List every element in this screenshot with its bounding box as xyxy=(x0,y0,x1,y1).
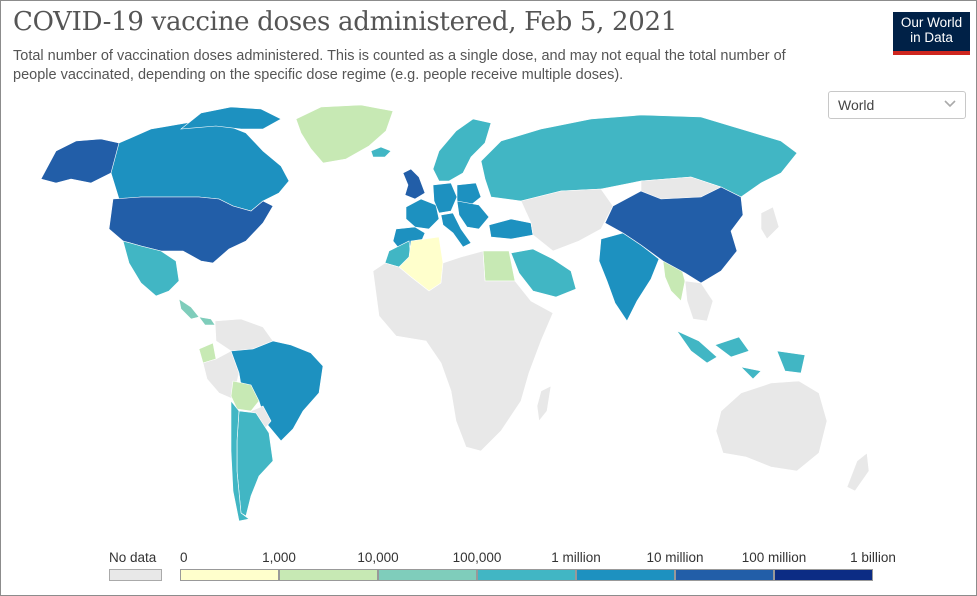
country-central-asia-no-data[interactable] xyxy=(520,188,614,252)
country-chile[interactable] xyxy=(230,400,250,522)
legend-tick-label: 100,000 xyxy=(452,550,502,565)
legend-tick-label: 1,000 xyxy=(262,550,296,565)
country-africa-no-data[interactable] xyxy=(372,250,554,452)
country-canada-arctic[interactable] xyxy=(180,106,282,130)
country-poland[interactable] xyxy=(456,182,482,206)
country-france[interactable] xyxy=(405,198,440,230)
country-new-zealand[interactable] xyxy=(846,452,870,492)
country-australia[interactable] xyxy=(715,380,828,472)
country-mexico[interactable] xyxy=(122,240,180,297)
country-greenland[interactable] xyxy=(295,104,394,164)
chevron-down-icon xyxy=(944,100,956,108)
logo-accent-bar xyxy=(893,51,970,55)
country-turkey[interactable] xyxy=(488,218,534,240)
country-central-europe[interactable] xyxy=(456,200,490,230)
legend-tick-label: 10,000 xyxy=(357,550,399,565)
country-saudi-arabia[interactable] xyxy=(510,248,577,298)
legend-color-bin[interactable] xyxy=(774,569,873,581)
legend-no-data-label: No data xyxy=(109,550,157,565)
chart-subtitle: Total number of vaccination doses admini… xyxy=(13,48,786,83)
country-scandinavia[interactable] xyxy=(432,118,492,182)
country-indonesia[interactable] xyxy=(676,330,806,380)
country-italy[interactable] xyxy=(440,212,472,248)
country-argentina[interactable] xyxy=(236,410,274,517)
owid-logo[interactable]: Our World in Data xyxy=(893,12,970,55)
region-select-value: World xyxy=(838,97,875,113)
country-southeast-asia[interactable] xyxy=(684,280,714,322)
legend-tick-label: 1 billion xyxy=(850,550,896,565)
legend-color-bin[interactable] xyxy=(675,569,774,581)
logo-line-2: in Data xyxy=(910,30,953,45)
legend-color-bin[interactable] xyxy=(477,569,576,581)
legend-tick-label: 0 xyxy=(180,550,188,565)
country-germany[interactable] xyxy=(432,182,458,214)
legend-color-bin[interactable] xyxy=(378,569,477,581)
country-russia[interactable] xyxy=(480,114,798,202)
chart-title: COVID-19 vaccine doses administered, Feb… xyxy=(13,7,678,37)
country-panama[interactable] xyxy=(198,316,216,326)
legend-color-bin[interactable] xyxy=(576,569,675,581)
region-select[interactable]: World xyxy=(828,91,966,119)
legend-tick-label: 1 million xyxy=(551,550,601,565)
country-iceland[interactable] xyxy=(370,146,392,158)
logo-line-1: Our World xyxy=(900,15,963,30)
legend-color-bin[interactable] xyxy=(180,569,279,581)
country-costa-rica[interactable] xyxy=(178,298,200,320)
country-japan[interactable] xyxy=(760,206,780,240)
legend-no-data-swatch xyxy=(109,569,162,581)
country-egypt[interactable] xyxy=(482,250,516,282)
legend-color-bin[interactable] xyxy=(279,569,378,581)
legend-tick-label: 10 million xyxy=(646,550,704,565)
country-madagascar[interactable] xyxy=(536,385,552,422)
legend-tick-label: 100 million xyxy=(741,550,807,565)
country-united-kingdom[interactable] xyxy=(402,168,426,200)
country-mongolia[interactable] xyxy=(640,176,722,200)
world-map[interactable] xyxy=(31,101,911,531)
